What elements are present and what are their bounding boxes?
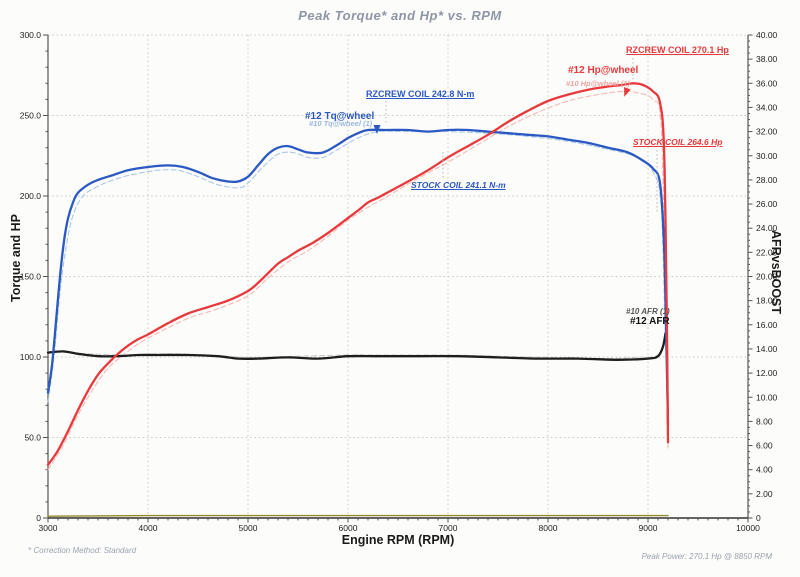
y-right-tick-label: 6.00: [756, 441, 773, 451]
curve-boost: [47, 514, 669, 517]
y-right-tick-label: 18.00: [756, 296, 778, 306]
correction-method-footnote: * Correction Method: Standard: [28, 546, 137, 555]
x-tick-label: 9000: [639, 523, 658, 533]
page-title: Peak Torque* and Hp* vs. RPM: [298, 8, 502, 23]
y-right-tick-label: 2.00: [756, 489, 773, 499]
annotation-rzcrew-tq-callout: RZCREW COIL 242.8 N-m: [366, 89, 475, 99]
y-right-tick-label: 26.00: [756, 199, 778, 209]
y-right-tick-label: 28.00: [756, 175, 778, 185]
callout-arrow-icon: [624, 87, 631, 97]
annotation-stock-tq-callout: STOCK COIL 241.1 N-m: [411, 180, 506, 190]
y-right-tick-label: 40.00: [756, 30, 778, 40]
y-left-tick-label: 300.0: [20, 30, 42, 40]
curve-rzcrew-tq: [46, 128, 670, 426]
y-right-tick-label: 20.00: [756, 272, 778, 282]
annotation-afr12-label: #12 AFR: [630, 316, 670, 327]
x-tick-label: 10000: [736, 523, 760, 533]
annotation-hp12-label: #12 Hp@wheel: [568, 65, 639, 76]
y-right-tick-label: 38.00: [756, 54, 778, 64]
y-right-tick-label: 36.00: [756, 78, 778, 88]
x-tick-label: 4000: [139, 523, 158, 533]
y-right-tick-label: 14.00: [756, 344, 778, 354]
y-right-tick-label: 4.00: [756, 465, 773, 475]
curve-rzcrew-hp: [46, 82, 670, 467]
x-tick-label: 7000: [439, 523, 458, 533]
x-tick-label: 5000: [239, 523, 258, 533]
annotation-afr10-label: #10 AFR (1): [626, 307, 670, 316]
y-axis-right-label: AFRvsBOOST: [769, 229, 783, 315]
x-tick-label: 3000: [39, 523, 58, 533]
y-axis-left-label: Torque and HP: [9, 214, 23, 302]
y-left-tick-label: 50.0: [24, 433, 41, 443]
y-left-tick-label: 250.0: [20, 111, 42, 121]
x-tick-label: 8000: [539, 523, 558, 533]
y-right-tick-label: 22.00: [756, 247, 778, 257]
y-right-tick-label: 10.00: [756, 392, 778, 402]
curve-stock-hp: [47, 90, 669, 471]
y-right-tick-label: 32.00: [756, 127, 778, 137]
x-tick-label: 6000: [339, 523, 358, 533]
annotation-tq10-label: #10 Tq@wheel (1): [309, 119, 373, 128]
annotation-rzcrew-hp-callout: RZCREW COIL 270.1 Hp: [626, 45, 729, 55]
curve-stock-tq: [47, 130, 669, 430]
peak-power-footnote: Peak Power: 270.1 Hp @ 8850 RPM: [641, 552, 772, 561]
curve-afr-12: [46, 332, 667, 361]
y-left-tick-label: 150.0: [20, 272, 42, 282]
y-left-tick-label: 200.0: [20, 191, 42, 201]
y-right-tick-label: 12.00: [756, 368, 778, 378]
y-left-tick-label: 100.0: [20, 352, 42, 362]
x-axis-label: Engine RPM (RPM): [341, 533, 455, 547]
y-right-tick-label: 24.00: [756, 223, 778, 233]
annotation-hp10-label: #10 Hp@wheel (1): [566, 79, 630, 88]
callout-arrow-icon: [373, 125, 381, 134]
y-left-tick-label: 0: [36, 513, 41, 523]
y-right-tick-label: 8.00: [756, 416, 773, 426]
y-right-tick-label: 16.00: [756, 320, 778, 330]
y-right-tick-label: 34.00: [756, 102, 778, 112]
y-right-tick-label: 0: [756, 513, 761, 523]
annotation-stock-hp-callout: STOCK COIL 264.6 Hp: [633, 137, 723, 147]
y-right-tick-label: 30.00: [756, 151, 778, 161]
annotation-tq12-label: #12 Tq@wheel: [305, 111, 375, 122]
